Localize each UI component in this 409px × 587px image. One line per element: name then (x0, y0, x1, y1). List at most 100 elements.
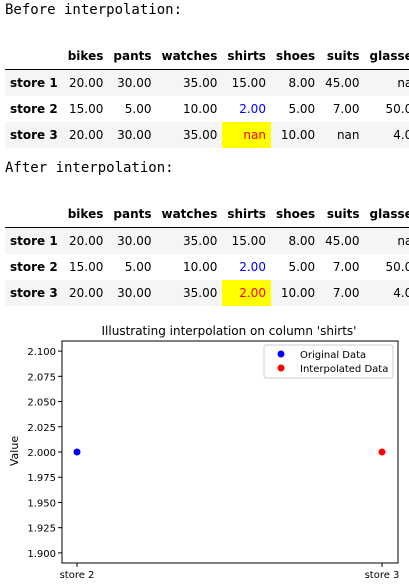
table-cell: 5.00 (124, 260, 152, 274)
legend-label: Original Data (300, 350, 366, 361)
legend-label: Interpolated Data (300, 364, 388, 375)
table-cell: 35.00 (182, 76, 218, 90)
table-header-row: bikes pants watches shirts shoes suits g… (5, 43, 409, 70)
column-header: suits (320, 201, 365, 228)
table-cell: 4.00 (393, 128, 409, 142)
missing-value-cell: nan (222, 122, 271, 148)
table-cell: 10.00 (182, 260, 218, 274)
table-cell: 8.00 (288, 76, 316, 90)
table-cell: 20.00 (69, 128, 104, 142)
column-header: shirts (222, 43, 271, 70)
row-index: store 3 (10, 128, 58, 142)
table-cell: 7.00 (332, 260, 360, 274)
table-cell: 35.00 (182, 286, 218, 300)
after-heading: After interpolation: (5, 160, 174, 176)
column-header: pants (108, 43, 157, 70)
table-cell: nan (336, 128, 360, 142)
data-point (73, 448, 81, 456)
table-cell: nan (397, 234, 409, 248)
column-header: shirts (222, 201, 271, 228)
data-points (73, 448, 386, 456)
table-row: store 1 20.00 30.00 35.00 15.00 8.00 45.… (5, 227, 409, 254)
row-index: store 3 (10, 286, 58, 300)
legend-marker (277, 350, 285, 358)
table-cell: 50.00 (385, 260, 409, 274)
table-cell: 20.00 (69, 286, 104, 300)
table-cell: 15.00 (69, 102, 104, 116)
table-cell: 15.00 (231, 234, 266, 248)
y-tick-label: 2.100 (27, 347, 56, 358)
interpolated-value-cell: 2.00 (222, 280, 271, 306)
row-index: store 1 (10, 234, 58, 248)
table-cell: 5.00 (288, 260, 316, 274)
table-cell: 30.00 (117, 234, 152, 248)
column-header: bikes (62, 43, 109, 70)
table-cell: 15.00 (231, 76, 266, 90)
column-header: pants (108, 201, 157, 228)
table-cell: 35.00 (182, 234, 218, 248)
table-cell: 10.00 (182, 102, 218, 116)
table-cell: 5.00 (124, 102, 152, 116)
table-cell: 15.00 (69, 260, 104, 274)
legend-marker (277, 364, 285, 372)
table-row: store 1 20.00 30.00 35.00 15.00 8.00 45.… (5, 69, 409, 96)
table-cell: 5.00 (288, 102, 316, 116)
column-header: shoes (270, 43, 321, 70)
column-header: bikes (62, 201, 109, 228)
y-axis: 1.900 1.925 1.950 1.975 2.000 2.025 2.050 2.075… (27, 347, 62, 560)
table-row: store 2 15.00 5.00 10.00 2.00 5.00 7.00 … (5, 96, 409, 122)
before-table: bikes pants watches shirts shoes suits g… (5, 43, 409, 148)
table-cell: 50.00 (385, 102, 409, 116)
original-value-cell: 2.00 (239, 102, 266, 116)
column-header: suits (320, 43, 365, 70)
table-cell: nan (397, 76, 409, 90)
y-tick-label: 1.950 (27, 498, 56, 509)
y-tick-label: 1.900 (27, 549, 56, 560)
y-tick-label: 2.075 (27, 372, 56, 383)
y-tick-label: 1.975 (27, 473, 56, 484)
y-tick-label: 2.000 (27, 448, 56, 459)
table-cell: 7.00 (332, 102, 360, 116)
table-cell: 10.00 (280, 286, 316, 300)
y-axis-label: Value (8, 436, 21, 466)
table-cell: 35.00 (182, 128, 218, 142)
interpolation-chart: Illustrating interpolation on column 'sh… (8, 324, 400, 581)
y-tick-label: 2.025 (27, 423, 56, 434)
column-header: watches (156, 43, 223, 70)
column-header: watches (156, 201, 223, 228)
chart-title: Illustrating interpolation on column 'sh… (102, 324, 357, 338)
y-tick-label: 2.050 (27, 398, 56, 409)
table-cell: 30.00 (117, 76, 152, 90)
row-index: store 1 (10, 76, 58, 90)
table-row: store 3 20.00 30.00 35.00 nan 10.00 nan … (5, 122, 409, 148)
table-row: store 2 15.00 5.00 10.00 2.00 5.00 7.00 … (5, 254, 409, 280)
after-table: bikes pants watches shirts shoes suits g… (5, 201, 409, 306)
table-cell: 20.00 (69, 76, 104, 90)
legend: Original Data Interpolated Data (263, 344, 394, 379)
original-value-cell: 2.00 (239, 260, 266, 274)
column-header (5, 201, 63, 228)
row-index: store 2 (10, 260, 58, 274)
row-index: store 2 (10, 102, 58, 116)
table-header-row: bikes pants watches shirts shoes suits g… (5, 201, 409, 228)
data-point (378, 448, 386, 456)
table-cell: 30.00 (117, 128, 152, 142)
table-cell: 4.00 (393, 286, 409, 300)
before-heading: Before interpolation: (5, 2, 183, 18)
table-cell: 20.00 (69, 234, 104, 248)
table-cell: 7.00 (332, 286, 360, 300)
table-cell: 45.00 (325, 76, 360, 90)
x-tick-label: store 3 (365, 570, 400, 581)
x-tick-label: store 2 (60, 570, 95, 581)
column-header: shoes (270, 201, 321, 228)
table-row: store 3 20.00 30.00 35.00 2.00 10.00 7.0… (5, 280, 409, 306)
y-tick-label: 1.925 (27, 524, 56, 535)
table-cell: 10.00 (280, 128, 316, 142)
table-cell: 30.00 (117, 286, 152, 300)
table-cell: 8.00 (288, 234, 316, 248)
x-axis: store 2 store 3 (60, 563, 400, 581)
table-cell: 45.00 (325, 234, 360, 248)
legend-box (263, 344, 394, 379)
